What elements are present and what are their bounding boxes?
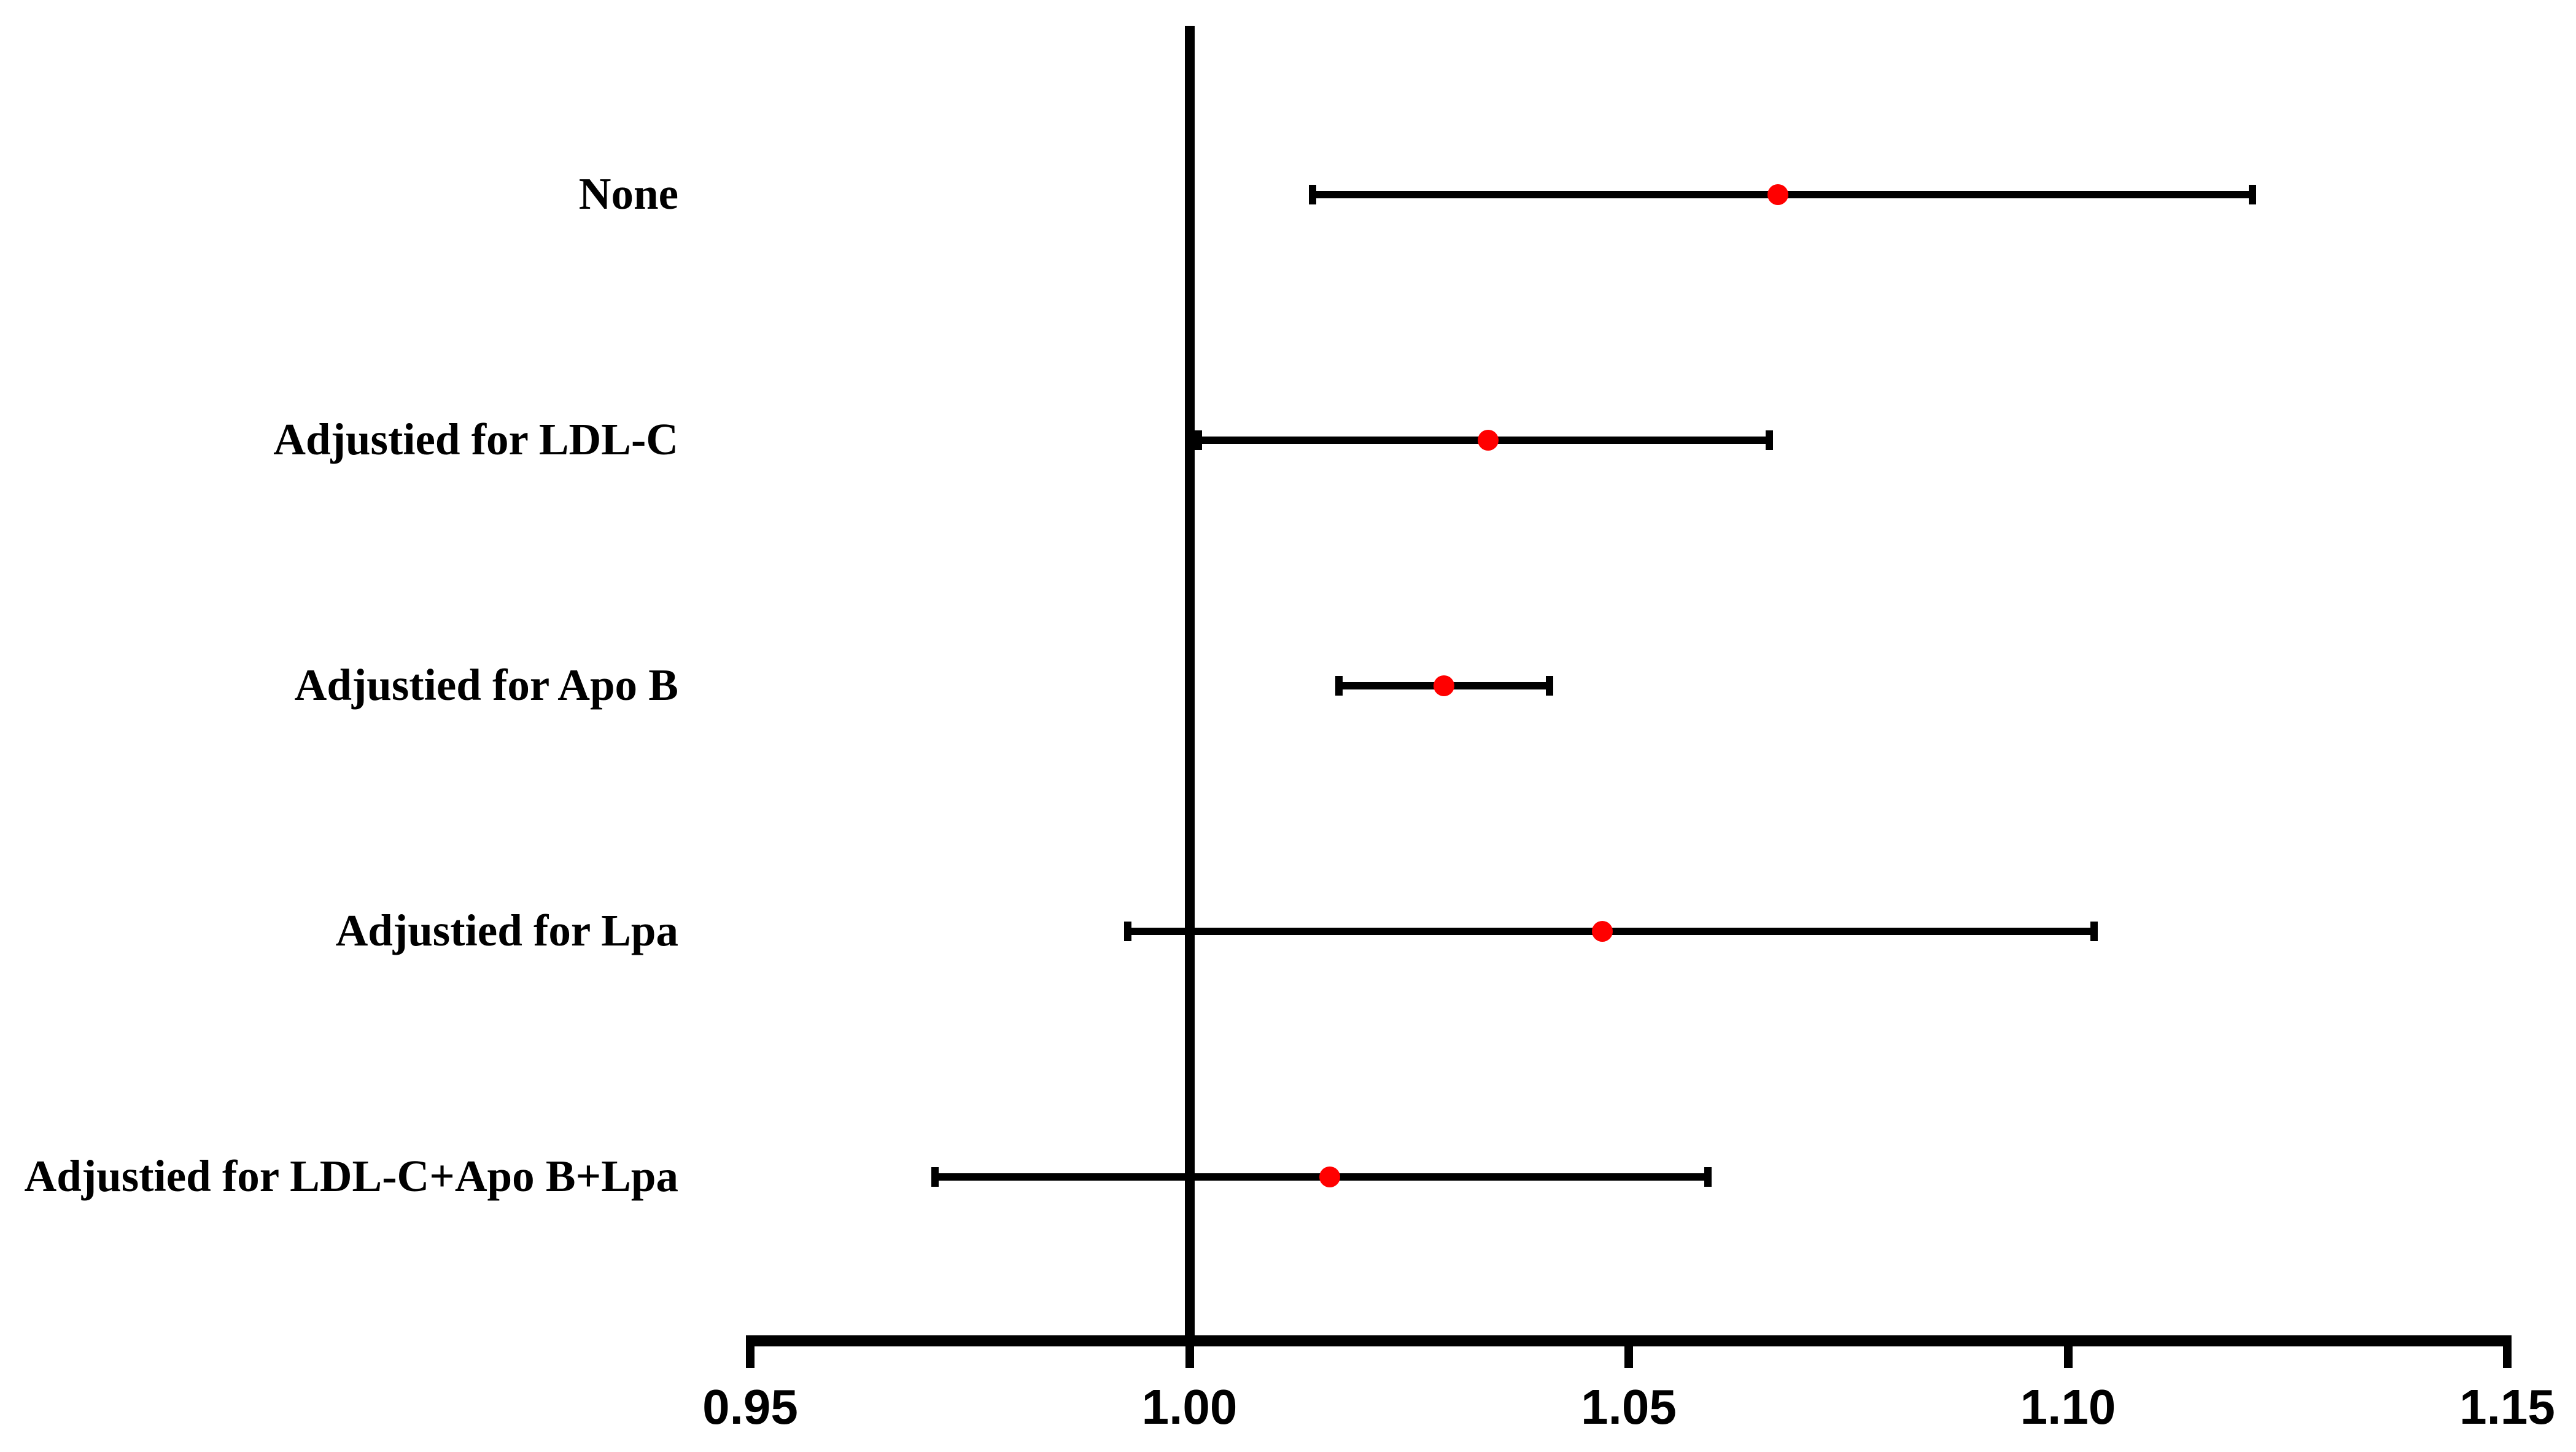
point-estimate-marker: [1592, 921, 1613, 942]
x-axis-tick-label: 1.15: [2459, 1380, 2555, 1434]
ci-cap-left: [1124, 922, 1132, 941]
row-label: Adjustied for LDL-C: [273, 414, 678, 464]
ci-cap-left: [1335, 676, 1343, 696]
x-axis-tick-label: 1.10: [2020, 1380, 2116, 1434]
x-axis-tick-label: 1.05: [1581, 1380, 1677, 1434]
ci-cap-right: [1704, 1167, 1712, 1187]
x-axis-tick: [746, 1335, 755, 1368]
x-axis-tick-label: 0.95: [702, 1380, 798, 1434]
ci-cap-left: [1194, 430, 1202, 450]
row-label: Adjustied for Apo B: [294, 659, 678, 710]
ci-cap-left: [1308, 185, 1316, 204]
point-estimate-marker: [1478, 430, 1499, 451]
x-axis-tick-label: 1.00: [1141, 1380, 1238, 1434]
ci-cap-right: [1546, 676, 1554, 696]
point-estimate-marker: [1767, 184, 1789, 205]
row-label: Adjustied for Lpa: [335, 905, 678, 955]
ci-cap-right: [1765, 430, 1773, 450]
ci-cap-left: [931, 1167, 939, 1187]
x-axis-tick: [1624, 1335, 1633, 1368]
x-axis-tick: [1185, 1335, 1194, 1368]
ci-cap-right: [2090, 922, 2098, 941]
point-estimate-marker: [1433, 675, 1455, 696]
reference-line: [1184, 26, 1195, 1346]
point-estimate-marker: [1319, 1167, 1341, 1187]
ci-cap-right: [2249, 185, 2256, 204]
x-axis-tick: [2503, 1335, 2512, 1368]
row-label: None: [578, 168, 678, 219]
row-label: Adjustied for LDL-C+Apo B+Lpa: [24, 1151, 679, 1201]
x-axis-tick: [2063, 1335, 2073, 1368]
